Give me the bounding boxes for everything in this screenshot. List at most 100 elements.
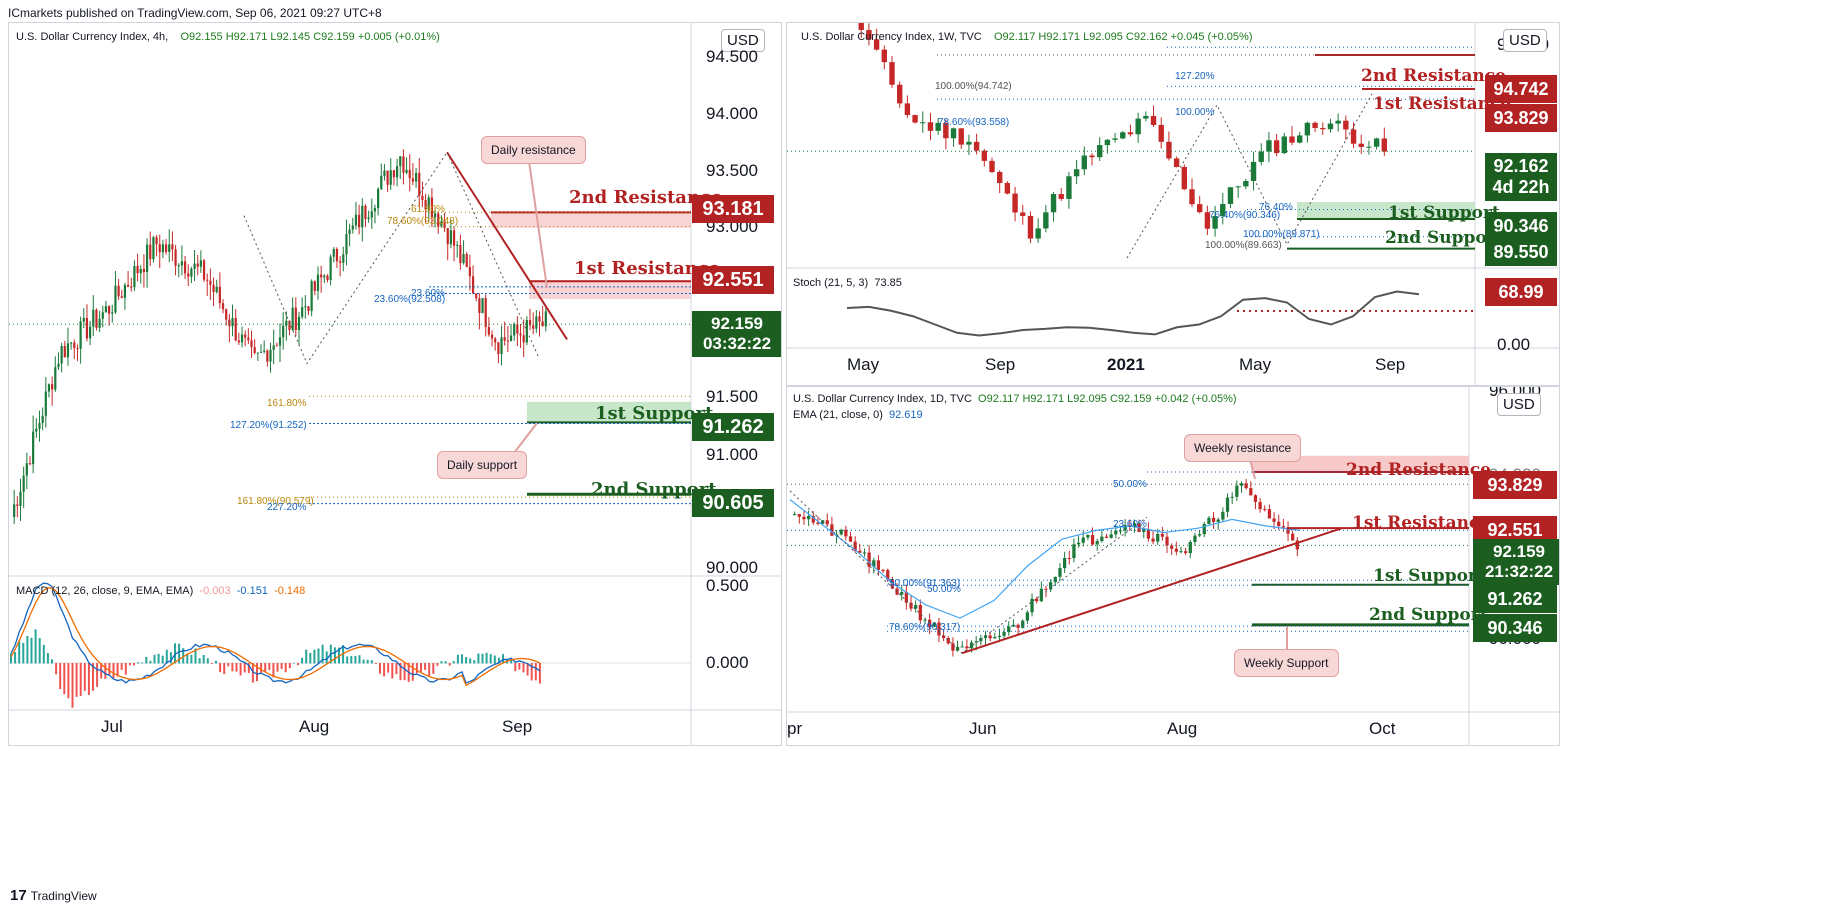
x-tick-oct-1d: Oct	[1369, 719, 1396, 738]
chart-1d-candle	[881, 569, 885, 571]
chart-1w-candle	[920, 122, 926, 124]
fib-786-4h: 78.60%(93.048)	[387, 216, 459, 227]
macd-histogram-bar	[333, 647, 336, 664]
chart-1w-ohlc: O92.117 H92.171 L92.095 C92.162 +0.045 (…	[993, 31, 1253, 43]
chart-1d-candle	[1086, 534, 1090, 538]
macd-histogram-bar	[120, 663, 123, 670]
chart-1w-candle	[1073, 169, 1080, 177]
fib-786-1d: 78.60%(90.317)	[889, 622, 961, 633]
currency-button-4h[interactable]: USD	[721, 29, 765, 52]
chart-1d-candle	[1011, 624, 1016, 627]
chart-1d-candle	[1114, 530, 1118, 535]
chart-4h-candle	[164, 244, 168, 252]
macd-histogram-bar	[325, 651, 328, 664]
x-tick-apr-1d: pr	[787, 719, 803, 738]
tradingview-footer[interactable]: 17 TradingView	[10, 887, 97, 904]
r2-zone-1d	[1252, 455, 1469, 473]
chart-1d-canvas[interactable]	[787, 387, 1559, 745]
chart-1d-candle	[1016, 624, 1020, 628]
chart-1w-candle	[881, 49, 887, 63]
chart-1d-candle	[932, 622, 936, 627]
macd-histogram-bar	[178, 643, 181, 664]
chart-4h-candle	[44, 391, 47, 416]
chart-4h-candle	[490, 334, 494, 339]
chart-1d-candle	[1216, 519, 1220, 522]
chart-4h-candle	[475, 293, 478, 299]
chart-1w-candle	[1166, 141, 1172, 159]
chart-1d-candle	[993, 637, 997, 639]
chart-4h-candle	[509, 335, 513, 342]
chart-1w-panel[interactable]: U.S. Dollar Currency Index, 1W, TVC O92.…	[786, 22, 1560, 386]
chart-4h-candle	[282, 325, 285, 338]
chart-4h-candle	[13, 504, 16, 518]
r1-zone-4h	[529, 280, 691, 300]
chart-4h-candle	[304, 306, 307, 308]
x-tick-jul: Jul	[101, 717, 123, 736]
macd-histogram-bar	[227, 663, 230, 667]
chart-1d-candle	[802, 516, 806, 520]
chart-4h-candle	[395, 166, 399, 178]
macd-histogram-bar	[260, 663, 263, 673]
countdown-1w: 4d 22h	[1492, 177, 1550, 197]
chart-1d-candle	[1007, 626, 1011, 633]
countdown-4h: 03:32:22	[702, 334, 772, 353]
currency-button-1w[interactable]: USD	[1503, 29, 1547, 52]
chart-1d-candle	[886, 570, 890, 580]
chart-1d-candle	[862, 552, 867, 554]
macd-histogram-bar	[247, 663, 250, 673]
tradingview-footer-text: TradingView	[30, 889, 97, 903]
macd-histogram-bar	[448, 663, 451, 666]
x-tick-aug: Aug	[299, 717, 330, 736]
macd-histogram-bar	[63, 663, 66, 695]
current-price-tag-1w: 92.162 4d 22h	[1485, 153, 1557, 201]
chart-4h-candle	[478, 298, 481, 314]
chart-4h-candle	[152, 237, 155, 260]
chart-4h-panel[interactable]: U.S. Dollar Currency Index, 4h, O92.155 …	[8, 22, 782, 746]
chart-4h-candle	[383, 170, 386, 176]
chart-1w-title: U.S. Dollar Currency Index, 1W, TVC O92.…	[801, 31, 1252, 43]
r1-label-1w: 1st Resistance	[1373, 94, 1512, 114]
chart-4h-candle	[452, 230, 456, 246]
chart-4h-candle	[57, 363, 60, 368]
chart-1d-candle	[1062, 557, 1067, 569]
chart-4h-candle	[320, 274, 323, 278]
chart-1w-candle	[1281, 136, 1287, 154]
chart-4h-canvas[interactable]	[9, 23, 781, 745]
y-tick-93500: 93.500	[706, 161, 758, 180]
chart-1w-candle	[873, 39, 880, 50]
chart-4h-candle	[468, 267, 471, 277]
chart-1w-candle	[912, 115, 918, 123]
chart-1w-candle	[1150, 115, 1157, 125]
current-price-1d: 92.159	[1493, 542, 1545, 561]
currency-button-1d[interactable]: USD	[1497, 393, 1541, 416]
chart-1w-canvas[interactable]	[787, 23, 1559, 385]
chart-1d-panel[interactable]: U.S. Dollar Currency Index, 1D, TVC O92.…	[786, 386, 1560, 746]
chart-1d-title-text: U.S. Dollar Currency Index, 1D, TVC	[793, 393, 972, 405]
chart-1w-candle	[997, 171, 1003, 183]
chart-1d-candle	[1188, 541, 1192, 554]
macd-histogram-bar	[26, 635, 29, 664]
macd-histogram-bar	[14, 652, 17, 664]
macd-histogram-bar	[161, 655, 164, 664]
chart-4h-candle	[487, 327, 490, 335]
chart-1d-candle	[969, 642, 974, 649]
macd-histogram-bar	[415, 663, 418, 674]
chart-1w-candle	[1304, 122, 1311, 136]
chart-4h-candle	[85, 317, 89, 339]
macd-histogram-bar	[510, 658, 513, 664]
daily-resistance-pointer	[528, 160, 548, 289]
chart-4h-candle	[408, 169, 411, 179]
chart-4h-candle	[123, 284, 127, 298]
chart-4h-candle	[250, 340, 253, 348]
macd-histogram-bar	[243, 663, 246, 673]
macd-histogram-bar	[34, 629, 37, 664]
chart-4h-candle	[307, 306, 310, 311]
chart-1d-candle	[1039, 588, 1043, 602]
chart-4h-candle	[294, 307, 297, 331]
chart-1d-candle	[965, 646, 969, 649]
chart-4h-candle	[275, 345, 278, 347]
chart-1w-candle	[1189, 189, 1195, 205]
chart-4h-candle	[73, 342, 76, 349]
chart-1w-candle	[1127, 132, 1134, 135]
chart-4h-candle	[532, 325, 535, 329]
